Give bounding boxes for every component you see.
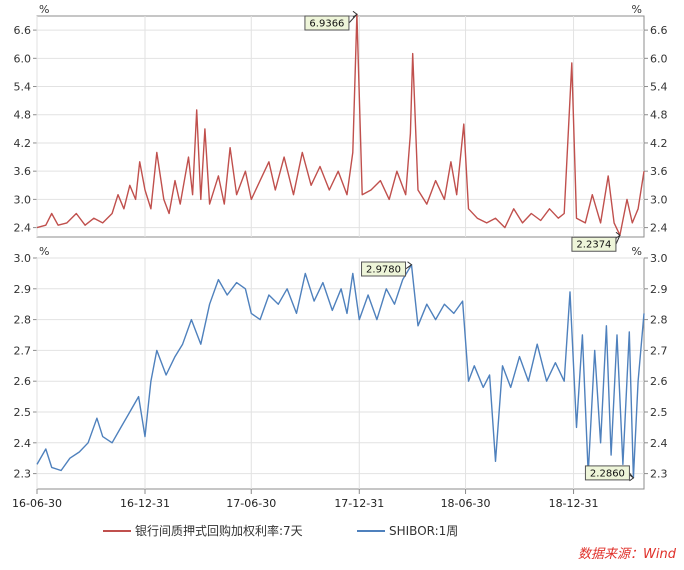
unit-label-left: % — [39, 245, 49, 258]
y-tick-label-left: 6.6 — [14, 24, 32, 37]
legend-label: 银行间质押式回购加权利率:7天 — [135, 523, 303, 538]
y-tick-label-left: 2.5 — [14, 406, 32, 419]
y-tick-label-left: 4.2 — [14, 137, 32, 150]
y-tick-label-right: 3.6 — [650, 165, 668, 178]
y-tick-label-right: 2.5 — [650, 406, 668, 419]
y-tick-label-right: 2.3 — [650, 468, 668, 481]
y-tick-label-left: 6.0 — [14, 52, 32, 65]
y-tick-label-right: 3.0 — [650, 252, 668, 265]
y-tick-label-left: 3.0 — [14, 193, 32, 206]
legend: 银行间质押式回购加权利率:7天 SHIBOR:1周 — [103, 523, 458, 538]
unit-label-left: % — [39, 3, 49, 16]
y-tick-label-right: 4.2 — [650, 137, 668, 150]
annotation-label: 6.9366 — [309, 19, 344, 30]
annotation-arrow — [629, 474, 635, 482]
y-tick-label-right: 4.8 — [650, 109, 668, 122]
y-tick-label-right: 2.7 — [650, 344, 668, 357]
x-axis: 16-06-30 16-12-31 17-06-30 17-12-31 18-06-30… — [12, 489, 599, 510]
y-tick-label-left: 2.3 — [14, 468, 32, 481]
annotation-arrow — [615, 231, 621, 239]
annotation-leader — [615, 235, 621, 245]
x-tick-label: 18-12-31 — [549, 497, 599, 510]
annotation-label: 2.2374 — [576, 240, 611, 251]
annotation-arrow — [352, 10, 358, 18]
y-tick-label-left: 2.8 — [14, 314, 32, 327]
annotation-label: 2.9780 — [366, 265, 401, 276]
series-line-0 — [36, 13, 645, 236]
annotation-box — [304, 15, 350, 31]
bottom-panel: 2.3 2.3 2.4 2.4 2.5 2.5 2.6 2.6 2.7 2.7 2.8 2.8 2.9 2… — [14, 245, 668, 490]
y-tick-label-left: 2.4 — [14, 437, 32, 450]
plot-frame — [36, 257, 645, 490]
unit-label-right: % — [632, 3, 642, 16]
y-tick-label-left: 5.4 — [14, 81, 32, 94]
plot-frame — [36, 15, 645, 238]
annotation-box — [361, 261, 407, 277]
y-tick-label-right: 2.8 — [650, 314, 668, 327]
y-tick-label-left: 2.4 — [14, 222, 32, 235]
top-panel: 2.4 2.4 3.0 3.0 3.6 3.6 4.2 4.2 4.8 4.8 5.4 5.4 6.0 6… — [14, 3, 668, 252]
y-tick-label-right: 2.4 — [650, 437, 668, 450]
annotation-box — [571, 236, 617, 252]
y-tick-label-right: 2.9 — [650, 283, 668, 296]
source-label: 数据来源：Wind — [578, 547, 677, 562]
y-tick-label-right: 2.4 — [650, 222, 668, 235]
y-tick-label-right: 6.6 — [650, 24, 668, 37]
y-tick-label-left: 2.9 — [14, 283, 32, 296]
y-tick-label-left: 3.0 — [14, 252, 32, 265]
y-tick-label-right: 3.0 — [650, 193, 668, 206]
series-line-1 — [36, 264, 645, 479]
y-tick-label-left: 3.6 — [14, 165, 32, 178]
y-tick-label-right: 2.6 — [650, 375, 668, 388]
x-tick-label: 17-12-31 — [334, 497, 384, 510]
unit-label-right: % — [632, 245, 642, 258]
x-tick-label: 18-06-30 — [441, 497, 491, 510]
y-tick-label-left: 4.8 — [14, 109, 32, 122]
legend-label: SHIBOR:1周 — [389, 524, 458, 538]
y-tick-label-right: 6.0 — [650, 52, 668, 65]
y-tick-label-left: 2.7 — [14, 344, 32, 357]
x-tick-label: 17-06-30 — [226, 497, 276, 510]
annotation-label: 2.2860 — [590, 468, 625, 479]
y-tick-label-right: 5.4 — [650, 81, 668, 94]
x-tick-label: 16-06-30 — [12, 497, 62, 510]
annotation-box — [584, 465, 630, 481]
y-tick-label-left: 2.6 — [14, 375, 32, 388]
x-tick-label: 16-12-31 — [120, 497, 170, 510]
annotation-arrow — [407, 261, 413, 269]
